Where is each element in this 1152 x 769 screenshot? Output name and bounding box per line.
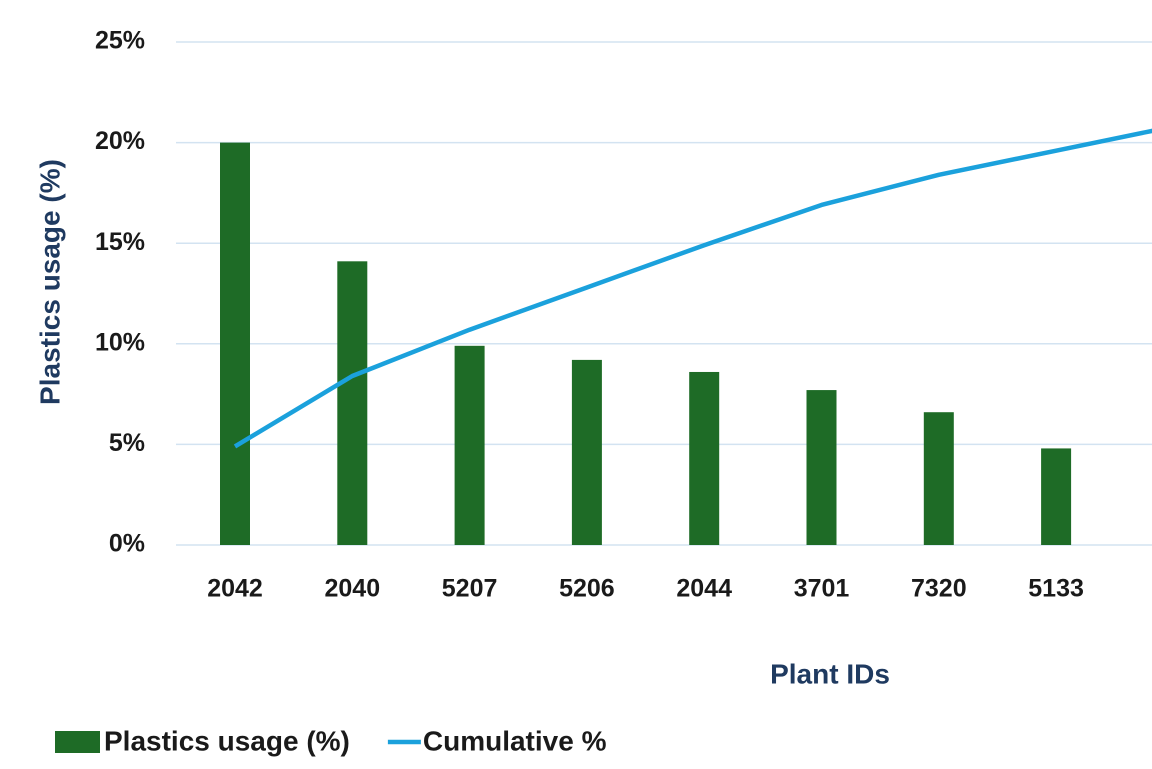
y-tick-label: 20% [95,127,145,155]
x-tick-label: 5207 [442,575,498,603]
bar [220,142,250,545]
bar [1041,448,1072,545]
bar [689,371,720,545]
y-tick-label: 15% [95,228,145,256]
y-tick-label: 5% [109,429,145,457]
y-tick-label: 10% [95,328,145,356]
y-tick-label: 0% [109,530,145,558]
y-tick-label: 25% [95,27,145,55]
bar [571,359,602,545]
x-tick-label: 2044 [676,575,732,603]
bar [923,412,954,545]
bar [337,261,368,545]
x-tick-label: 2040 [324,575,380,603]
x-tick-label: 2042 [207,575,263,603]
x-tick-label: 5133 [1028,575,1084,603]
legend-swatch [55,731,100,753]
bar [454,345,485,545]
x-axis-title: Plant IDs [770,658,890,689]
x-tick-label: 3701 [794,575,850,603]
x-tick-label: 7320 [911,575,967,603]
bar [806,390,837,545]
y-axis-title: Plastics usage (%) [34,159,65,405]
legend-label: Plastics usage (%) [104,725,350,756]
legend-label: Cumulative % [423,725,607,756]
line [233,128,1152,449]
x-tick-label: 5206 [559,575,615,603]
